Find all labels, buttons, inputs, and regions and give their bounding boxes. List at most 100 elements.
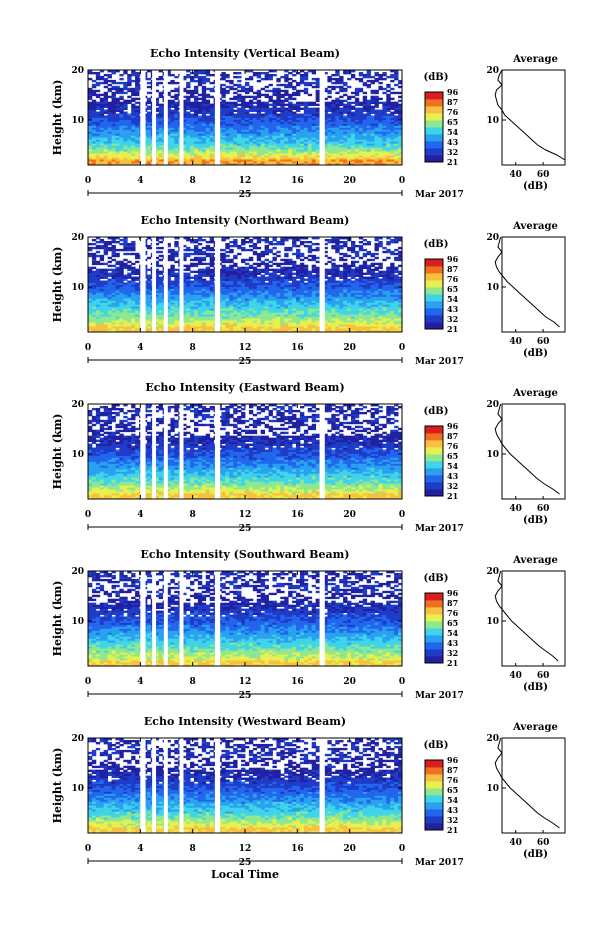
- profile-title: Average: [512, 388, 558, 399]
- y-tick-label: 10: [71, 116, 84, 126]
- data-gap: [214, 571, 221, 666]
- date-month-label: Mar 2017: [415, 858, 464, 868]
- colorbar: [424, 592, 444, 664]
- profile-title: Average: [512, 555, 558, 566]
- colorbar-swatch: [425, 426, 443, 434]
- x-tick-label: 0: [85, 176, 91, 186]
- date-month-label: Mar 2017: [415, 691, 464, 701]
- colorbar-swatch: [425, 475, 443, 483]
- colorbar-swatch: [425, 809, 443, 817]
- colorbar-swatch: [425, 649, 443, 657]
- colorbar-swatch: [425, 600, 443, 608]
- profile-title: Average: [512, 722, 558, 733]
- data-gap: [179, 738, 184, 833]
- x-tick-label: 8: [190, 844, 196, 854]
- y-tick-label: 10: [71, 283, 84, 293]
- x-tick-label: 0: [399, 510, 405, 520]
- colorbar-unit-label: (dB): [424, 573, 449, 584]
- x-tick-label: 20: [343, 844, 356, 854]
- x-tick-label: 0: [85, 343, 91, 353]
- colorbar-swatch: [425, 802, 443, 810]
- x-tick-label: 4: [137, 844, 143, 854]
- data-gap: [319, 404, 325, 499]
- x-tick-label: 0: [399, 844, 405, 854]
- x-tick-label: 16: [291, 844, 304, 854]
- data-gap: [319, 70, 325, 165]
- colorbar-tick-label: 87: [447, 97, 458, 107]
- colorbar-swatch: [425, 148, 443, 156]
- heatmap-cells: [88, 571, 403, 667]
- data-gap: [179, 571, 184, 666]
- x-tick-label: 12: [239, 510, 252, 520]
- colorbar-swatch: [425, 433, 443, 441]
- x-tick-label: 20: [343, 677, 356, 687]
- colorbar-swatch: [425, 127, 443, 135]
- date-month-label: Mar 2017: [415, 524, 464, 534]
- colorbar-tick-label: 96: [447, 588, 459, 598]
- data-gap: [163, 404, 168, 499]
- profile-x-tick-label: 60: [537, 170, 550, 180]
- colorbar-swatch: [425, 322, 443, 330]
- y-axis-label: Height (km): [51, 247, 64, 323]
- colorbar-swatch: [425, 614, 443, 622]
- colorbar-tick-label: 21: [447, 157, 458, 167]
- colorbar-swatch: [425, 823, 443, 831]
- chart-panel-3: Echo Intensity (Southward Beam) 0 4 8 12 16 20…: [51, 548, 566, 701]
- x-tick-label: 16: [291, 510, 304, 520]
- colorbar-tick-label: 96: [447, 87, 459, 97]
- colorbar-swatch: [425, 440, 443, 448]
- x-tick-label: 16: [291, 343, 304, 353]
- colorbar-tick-label: 87: [447, 598, 458, 608]
- colorbar: [424, 425, 444, 497]
- colorbar-tick-label: 32: [447, 147, 458, 157]
- colorbar-tick-label: 54: [447, 127, 459, 137]
- date-day-label: 25: [239, 524, 252, 534]
- profile-x-tick-label: 40: [509, 504, 522, 514]
- colorbar-tick-label: 87: [447, 264, 458, 274]
- y-tick-label: 10: [71, 617, 84, 627]
- colorbar-swatch: [425, 795, 443, 803]
- colorbar-tick-label: 76: [447, 107, 459, 117]
- profile-y-tick-label: 20: [486, 233, 499, 243]
- colorbar-tick-label: 43: [447, 638, 459, 648]
- colorbar-swatch: [425, 642, 443, 650]
- profile-x-tick-label: 40: [509, 838, 522, 848]
- data-gap: [214, 404, 221, 499]
- y-axis-label: Height (km): [51, 748, 64, 824]
- x-tick-label: 4: [137, 510, 143, 520]
- profile-y-tick-label: 20: [486, 567, 499, 577]
- x-tick-label: 12: [239, 677, 252, 687]
- colorbar-swatch: [425, 92, 443, 100]
- colorbar-swatch: [425, 607, 443, 615]
- colorbar-tick-label: 54: [447, 795, 459, 805]
- profile-x-tick-label: 40: [509, 170, 522, 180]
- profile-line: [494, 403, 560, 495]
- profile-title: Average: [512, 54, 558, 65]
- colorbar-swatch: [425, 767, 443, 775]
- profile-line: [494, 737, 560, 829]
- x-tick-label: 0: [399, 176, 405, 186]
- x-tick-label: 16: [291, 176, 304, 186]
- data-gap: [152, 237, 157, 332]
- x-tick-label: 8: [190, 343, 196, 353]
- profile-x-label: (dB): [523, 849, 548, 860]
- profile-title: Average: [512, 221, 558, 232]
- y-axis-label: Height (km): [51, 80, 64, 156]
- panel-title: Echo Intensity (Eastward Beam): [145, 381, 344, 394]
- colorbar-tick-label: 65: [447, 618, 458, 628]
- colorbar-tick-label: 96: [447, 421, 459, 431]
- colorbar-tick-label: 87: [447, 431, 458, 441]
- colorbar-swatch: [425, 656, 443, 664]
- profile-y-tick-label: 10: [486, 116, 499, 126]
- colorbar-swatch: [425, 106, 443, 114]
- colorbar-frame: [424, 592, 444, 664]
- profile-y-tick-label: 10: [486, 283, 499, 293]
- colorbar-tick-label: 21: [447, 658, 458, 668]
- heatmap-cells: [88, 237, 403, 333]
- panel-title: Echo Intensity (Vertical Beam): [150, 47, 340, 60]
- colorbar-frame: [424, 759, 444, 831]
- colorbar-unit-label: (dB): [424, 406, 449, 417]
- x-tick-label: 16: [291, 677, 304, 687]
- colorbar-unit-label: (dB): [424, 72, 449, 83]
